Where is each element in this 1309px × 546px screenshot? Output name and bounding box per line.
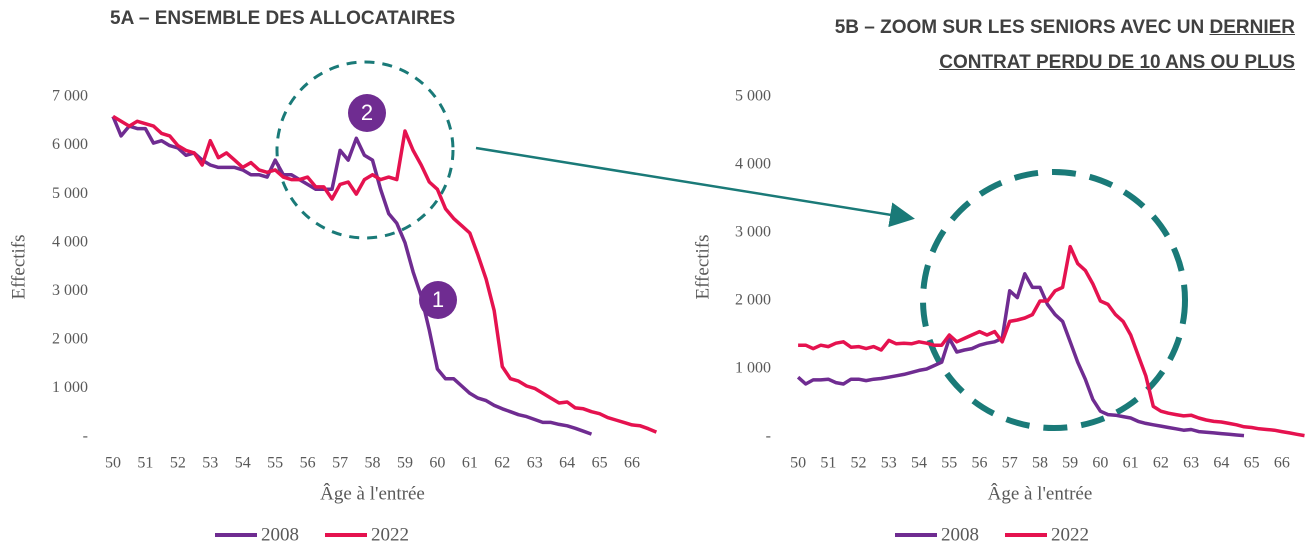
- y-tick-label: -: [83, 428, 88, 445]
- title-underlined: CONTRAT PERDU DE 10 ANS OU PLUS: [939, 52, 1295, 73]
- x-tick-label: 55: [267, 455, 283, 472]
- x-tick-label: 57: [1002, 455, 1018, 472]
- x-tick-label: 58: [365, 455, 381, 472]
- x-tick-label: 62: [1153, 455, 1169, 472]
- y-tick-label: 3 000: [52, 282, 88, 299]
- annotation-badge: [419, 281, 457, 319]
- x-tick-label: 59: [1062, 455, 1078, 472]
- x-tick-label: 63: [527, 455, 543, 472]
- chart-title: 5A – ENSEMBLE DES ALLOCATAIRES: [110, 8, 456, 29]
- annotation-label: 2: [361, 100, 373, 125]
- x-tick-label: 52: [851, 455, 867, 472]
- line-series: [111, 115, 593, 436]
- x-tick-label: 64: [1213, 455, 1229, 472]
- chart-title: 5B – ZOOM SUR LES SENIORS AVEC UN DERNIE…: [835, 10, 1295, 80]
- line-series: [796, 272, 1245, 438]
- x-axis-label: Âge à l'entrée: [320, 482, 425, 504]
- y-axis-label: Effectifs: [8, 234, 29, 299]
- title-underlined: DERNIER: [1209, 17, 1295, 38]
- x-tick-label: 51: [137, 455, 153, 472]
- x-tick-label: 59: [397, 455, 413, 472]
- highlight-circle: [275, 60, 455, 240]
- y-tick-label: 5 000: [52, 185, 88, 202]
- x-tick-label: 62: [494, 455, 510, 472]
- x-tick-label: 65: [1244, 455, 1260, 472]
- y-tick-label: 2 000: [52, 331, 88, 348]
- x-tick-label: 56: [300, 455, 316, 472]
- x-tick-label: 60: [429, 455, 445, 472]
- legend-label: 2008: [941, 524, 979, 545]
- y-axis-label: Effectifs: [692, 234, 713, 299]
- x-tick-label: 66: [624, 455, 640, 472]
- x-axis-label: Âge à l'entrée: [988, 482, 1093, 504]
- x-tick-label: 50: [790, 455, 806, 472]
- y-tick-label: 1 000: [735, 360, 771, 377]
- x-tick-label: 58: [1032, 455, 1048, 472]
- y-tick-label: -: [766, 428, 771, 445]
- x-tick-label: 53: [202, 455, 218, 472]
- x-tick-label: 56: [971, 455, 987, 472]
- legend-label: 2008: [261, 524, 299, 545]
- y-tick-label: 2 000: [735, 292, 771, 309]
- line-series: [798, 244, 1305, 438]
- highlight-circle: [920, 169, 1188, 431]
- x-tick-label: 54: [911, 455, 927, 472]
- x-tick-label: 61: [1123, 455, 1139, 472]
- x-tick-label: 57: [332, 455, 348, 472]
- x-tick-label: 61: [462, 455, 478, 472]
- x-tick-label: 55: [941, 455, 957, 472]
- x-tick-label: 51: [820, 455, 836, 472]
- y-tick-label: 7 000: [52, 88, 88, 105]
- x-tick-label: 54: [235, 455, 251, 472]
- y-tick-label: 5 000: [735, 88, 771, 105]
- annotation-label: 1: [432, 287, 444, 312]
- y-tick-label: 4 000: [52, 233, 88, 250]
- x-tick-label: 52: [170, 455, 186, 472]
- x-tick-label: 65: [592, 455, 608, 472]
- line-series: [112, 114, 658, 434]
- annotation-badge: [348, 94, 386, 132]
- y-tick-label: 6 000: [52, 136, 88, 153]
- x-tick-label: 63: [1183, 455, 1199, 472]
- legend-label: 2022: [371, 524, 409, 545]
- x-tick-label: 53: [881, 455, 897, 472]
- y-tick-label: 3 000: [735, 224, 771, 241]
- x-tick-label: 66: [1274, 455, 1290, 472]
- title-part: 5B – ZOOM SUR LES SENIORS AVEC UN: [834, 17, 1205, 38]
- x-tick-label: 64: [559, 455, 575, 472]
- y-tick-label: 1 000: [52, 379, 88, 396]
- arrow: [475, 146, 915, 228]
- x-tick-label: 50: [105, 455, 121, 472]
- x-tick-label: 60: [1092, 455, 1108, 472]
- y-tick-label: 4 000: [735, 156, 771, 173]
- legend-label: 2022: [1051, 524, 1089, 545]
